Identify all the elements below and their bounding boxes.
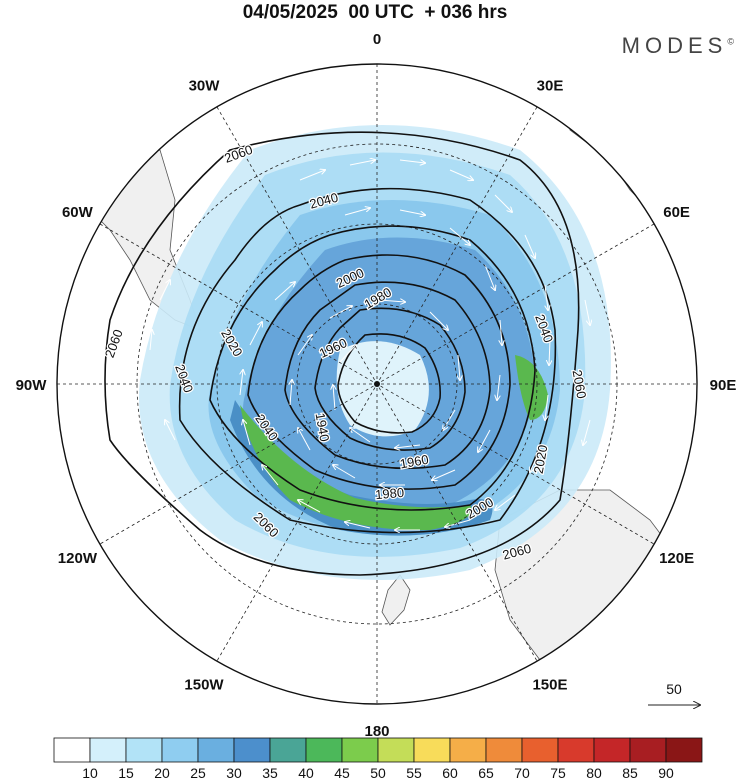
copyright-mark: ©	[727, 36, 734, 47]
colorbar-tick-label: 60	[442, 765, 458, 781]
colorbar-tick-label: 10	[82, 765, 98, 781]
longitude-label: 90W	[16, 377, 48, 394]
colorbar-swatch	[341, 737, 379, 763]
colorbar-swatch	[197, 737, 235, 763]
contour-2060	[104, 131, 580, 576]
brand-name: MODES	[621, 33, 728, 58]
shade-pole	[336, 341, 429, 437]
contour-label: 1980	[375, 485, 405, 502]
colorbar-swatch	[593, 737, 631, 763]
height-contours	[104, 131, 580, 576]
colorbar-tick-label: 35	[262, 765, 278, 781]
contour-1960	[314, 307, 466, 451]
colorbar-tick-label: 50	[370, 765, 386, 781]
colorbar-tick-label: 85	[622, 765, 638, 781]
colorbar-swatch	[521, 737, 559, 763]
contour-1980	[284, 281, 491, 470]
longitude-label: 150E	[532, 677, 567, 694]
south-pole-marker	[374, 381, 380, 387]
contour-label: 1960	[399, 452, 430, 472]
colorbar-swatch	[665, 737, 703, 763]
longitude-label: 60W	[62, 204, 94, 221]
colorbar-swatch	[557, 737, 595, 763]
colorbar-tick-label: 75	[550, 765, 566, 781]
colorbar-swatch	[305, 737, 343, 763]
shade-45	[240, 405, 472, 531]
colorbar-swatch	[629, 737, 667, 763]
colorbar-swatch	[233, 737, 271, 763]
longitude-labels: 0 30E 60E 90E 120E 150E 180 150W 120W 90W 60W 30W	[16, 31, 737, 740]
colorbar-swatch	[485, 737, 523, 763]
colorbar-tick-label: 65	[478, 765, 494, 781]
colorbar: 10 15 20 25 30 35 40 45 50 55 60 65 70 75 80 85 90	[53, 737, 703, 781]
colorbar-tick-label: 15	[118, 765, 134, 781]
contour-2000	[247, 254, 511, 490]
colorbar-swatch	[377, 737, 415, 763]
map-title: 04/05/2025 00 UTC + 036 hrs	[242, 2, 508, 23]
wind-vectors	[150, 160, 590, 530]
colorbar-tick-label: 30	[226, 765, 242, 781]
map-boundary	[56, 63, 698, 705]
shade-45-east	[515, 355, 548, 420]
longitude-label: 60E	[663, 204, 690, 221]
longitude-label: 90E	[710, 377, 737, 394]
contour-label: 1940	[313, 412, 333, 443]
colorbar-tick-label: 40	[298, 765, 314, 781]
colorbar-swatch	[449, 737, 487, 763]
longitude-label: 120W	[58, 550, 98, 567]
map-disc	[57, 64, 697, 704]
colorbar-tick-label: 80	[586, 765, 602, 781]
longitude-label: 30W	[189, 77, 221, 94]
contour-label: 2060	[570, 369, 590, 400]
colorbar-tick-label: 45	[334, 765, 350, 781]
longitude-label: 30E	[537, 77, 564, 94]
colorbar-tick-label: 90	[658, 765, 674, 781]
colorbar-tick-label: 20	[154, 765, 170, 781]
colorbar-swatch	[269, 737, 307, 763]
colorbar-swatch	[89, 737, 127, 763]
contour-1940	[337, 333, 442, 434]
colorbar-swatch	[161, 737, 199, 763]
longitude-label: 150W	[184, 677, 224, 694]
wind-reference-legend: 50	[648, 681, 700, 705]
colorbar-tick-label: 55	[406, 765, 422, 781]
colorbar-swatch	[53, 737, 91, 763]
wind-reference-value: 50	[666, 681, 682, 697]
longitude-label: 0	[373, 31, 381, 48]
modes-logo: MODES©	[622, 33, 734, 59]
contour-label: 2020	[531, 444, 551, 475]
colorbar-swatch	[413, 737, 451, 763]
longitude-label: 120E	[659, 550, 694, 567]
longitude-label: 180	[364, 723, 389, 740]
contour-2020	[209, 225, 536, 511]
colorbar-tick-label: 70	[514, 765, 530, 781]
colorbar-swatch	[125, 737, 163, 763]
contour-2040	[178, 187, 557, 534]
colorbar-tick-label: 25	[190, 765, 206, 781]
